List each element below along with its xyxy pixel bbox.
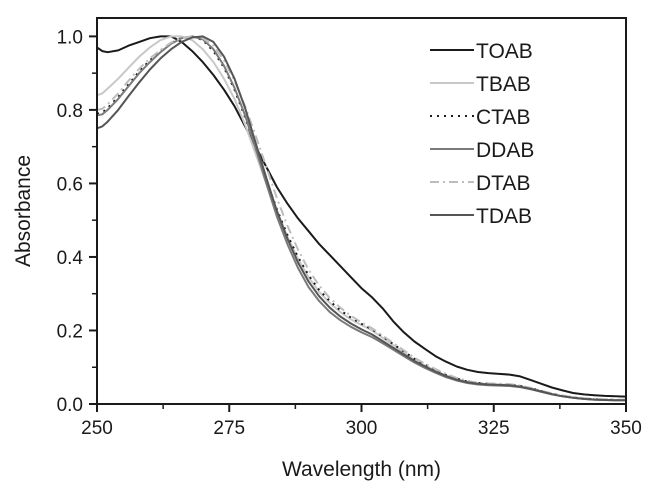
y-tick-label: 1.0 <box>57 27 83 48</box>
y-tick-label: 0.2 <box>57 321 83 342</box>
x-tick-label: 350 <box>610 418 642 439</box>
y-tick-label: 0.0 <box>57 395 83 416</box>
legend-label-dtab: DTAB <box>476 172 530 195</box>
series-line-ctab <box>96 35 626 401</box>
legend: TOAB TBAB CTAB DDAB DTAB TDAB <box>430 40 534 228</box>
x-tick-label: 275 <box>213 418 245 439</box>
y-tick-label: 0.8 <box>57 101 83 122</box>
series-line-tdab <box>96 35 626 402</box>
legend-label-ctab: CTAB <box>476 106 530 129</box>
series-line-dtab <box>96 35 626 401</box>
legend-label-toab: TOAB <box>476 40 533 63</box>
y-tick-label: 0.6 <box>57 174 83 195</box>
legend-label-tbab: TBAB <box>476 73 531 96</box>
y-tick-label: 0.4 <box>57 248 84 269</box>
series-line-ddab <box>96 35 626 402</box>
x-tick-label: 300 <box>346 418 378 439</box>
y-axis-label: Absorbance <box>12 155 35 267</box>
legend-label-tdab: TDAB <box>476 205 532 228</box>
x-axis-label: Wavelength (nm) <box>282 458 441 481</box>
x-tick-label: 325 <box>478 418 510 439</box>
plot-frame <box>96 17 627 405</box>
legend-label-ddab: DDAB <box>476 139 534 162</box>
series-line-toab <box>96 35 627 398</box>
ticks-layer: 250 275 300 325 350 0.0 0.2 0.4 0.6 0.8 1.0 <box>57 27 642 439</box>
series-line-tbab <box>96 35 626 402</box>
series-layer <box>96 35 627 402</box>
x-tick-label: 250 <box>81 418 113 439</box>
